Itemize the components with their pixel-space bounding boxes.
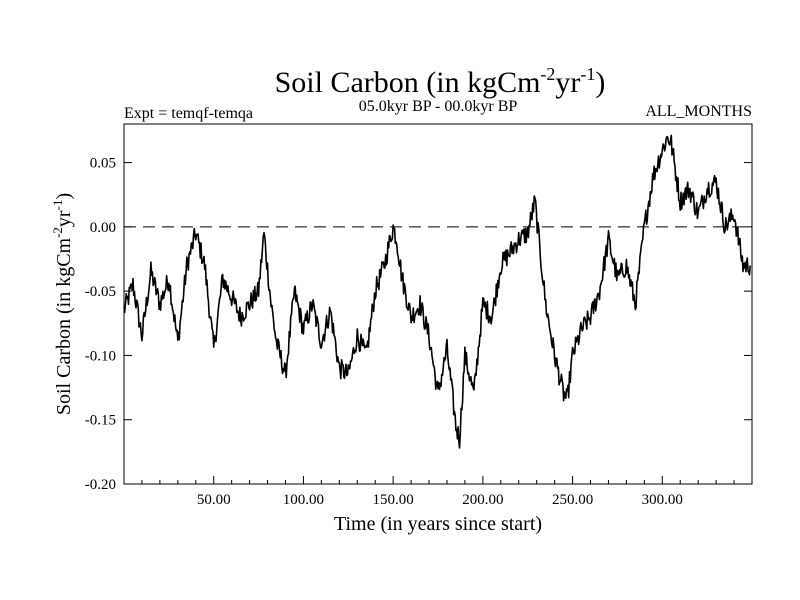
y-axis: 0.05 0.00 -0.05 -0.10 -0.15 -0.20	[85, 156, 752, 493]
x-tick-label: 250.00	[552, 492, 593, 508]
period-label: 05.0kyr BP - 00.0kyr BP	[359, 98, 518, 115]
x-tick-label: 100.00	[283, 492, 324, 508]
y-tick-label: -0.10	[85, 348, 116, 364]
y-tick-label: -0.05	[85, 284, 116, 300]
months-label: ALL_MONTHS	[645, 103, 752, 120]
x-axis: 50.00 100.00 150.00 200.00 250.00 300.00	[141, 476, 735, 508]
x-tick-label: 50.00	[197, 492, 231, 508]
plot-frame	[123, 123, 753, 485]
y-axis-label: Soil Carbon (in kgCm-2yr-1)	[50, 193, 75, 415]
y-tick-label: -0.15	[85, 413, 116, 429]
x-tick-label: 150.00	[373, 492, 414, 508]
chart-title: Soil Carbon (in kgCm-2yr-1)	[275, 64, 606, 99]
y-tick-label: 0.05	[90, 156, 116, 172]
x-axis-label: Time (in years since start)	[334, 513, 542, 535]
experiment-label: Expt = temqf-temqa	[124, 105, 253, 122]
y-tick-label: -0.20	[85, 477, 116, 493]
y-tick-label: 0.00	[90, 220, 116, 236]
x-tick-label: 200.00	[462, 492, 503, 508]
x-tick-label: 300.00	[642, 492, 683, 508]
soil-carbon-series-line	[123, 134, 751, 449]
